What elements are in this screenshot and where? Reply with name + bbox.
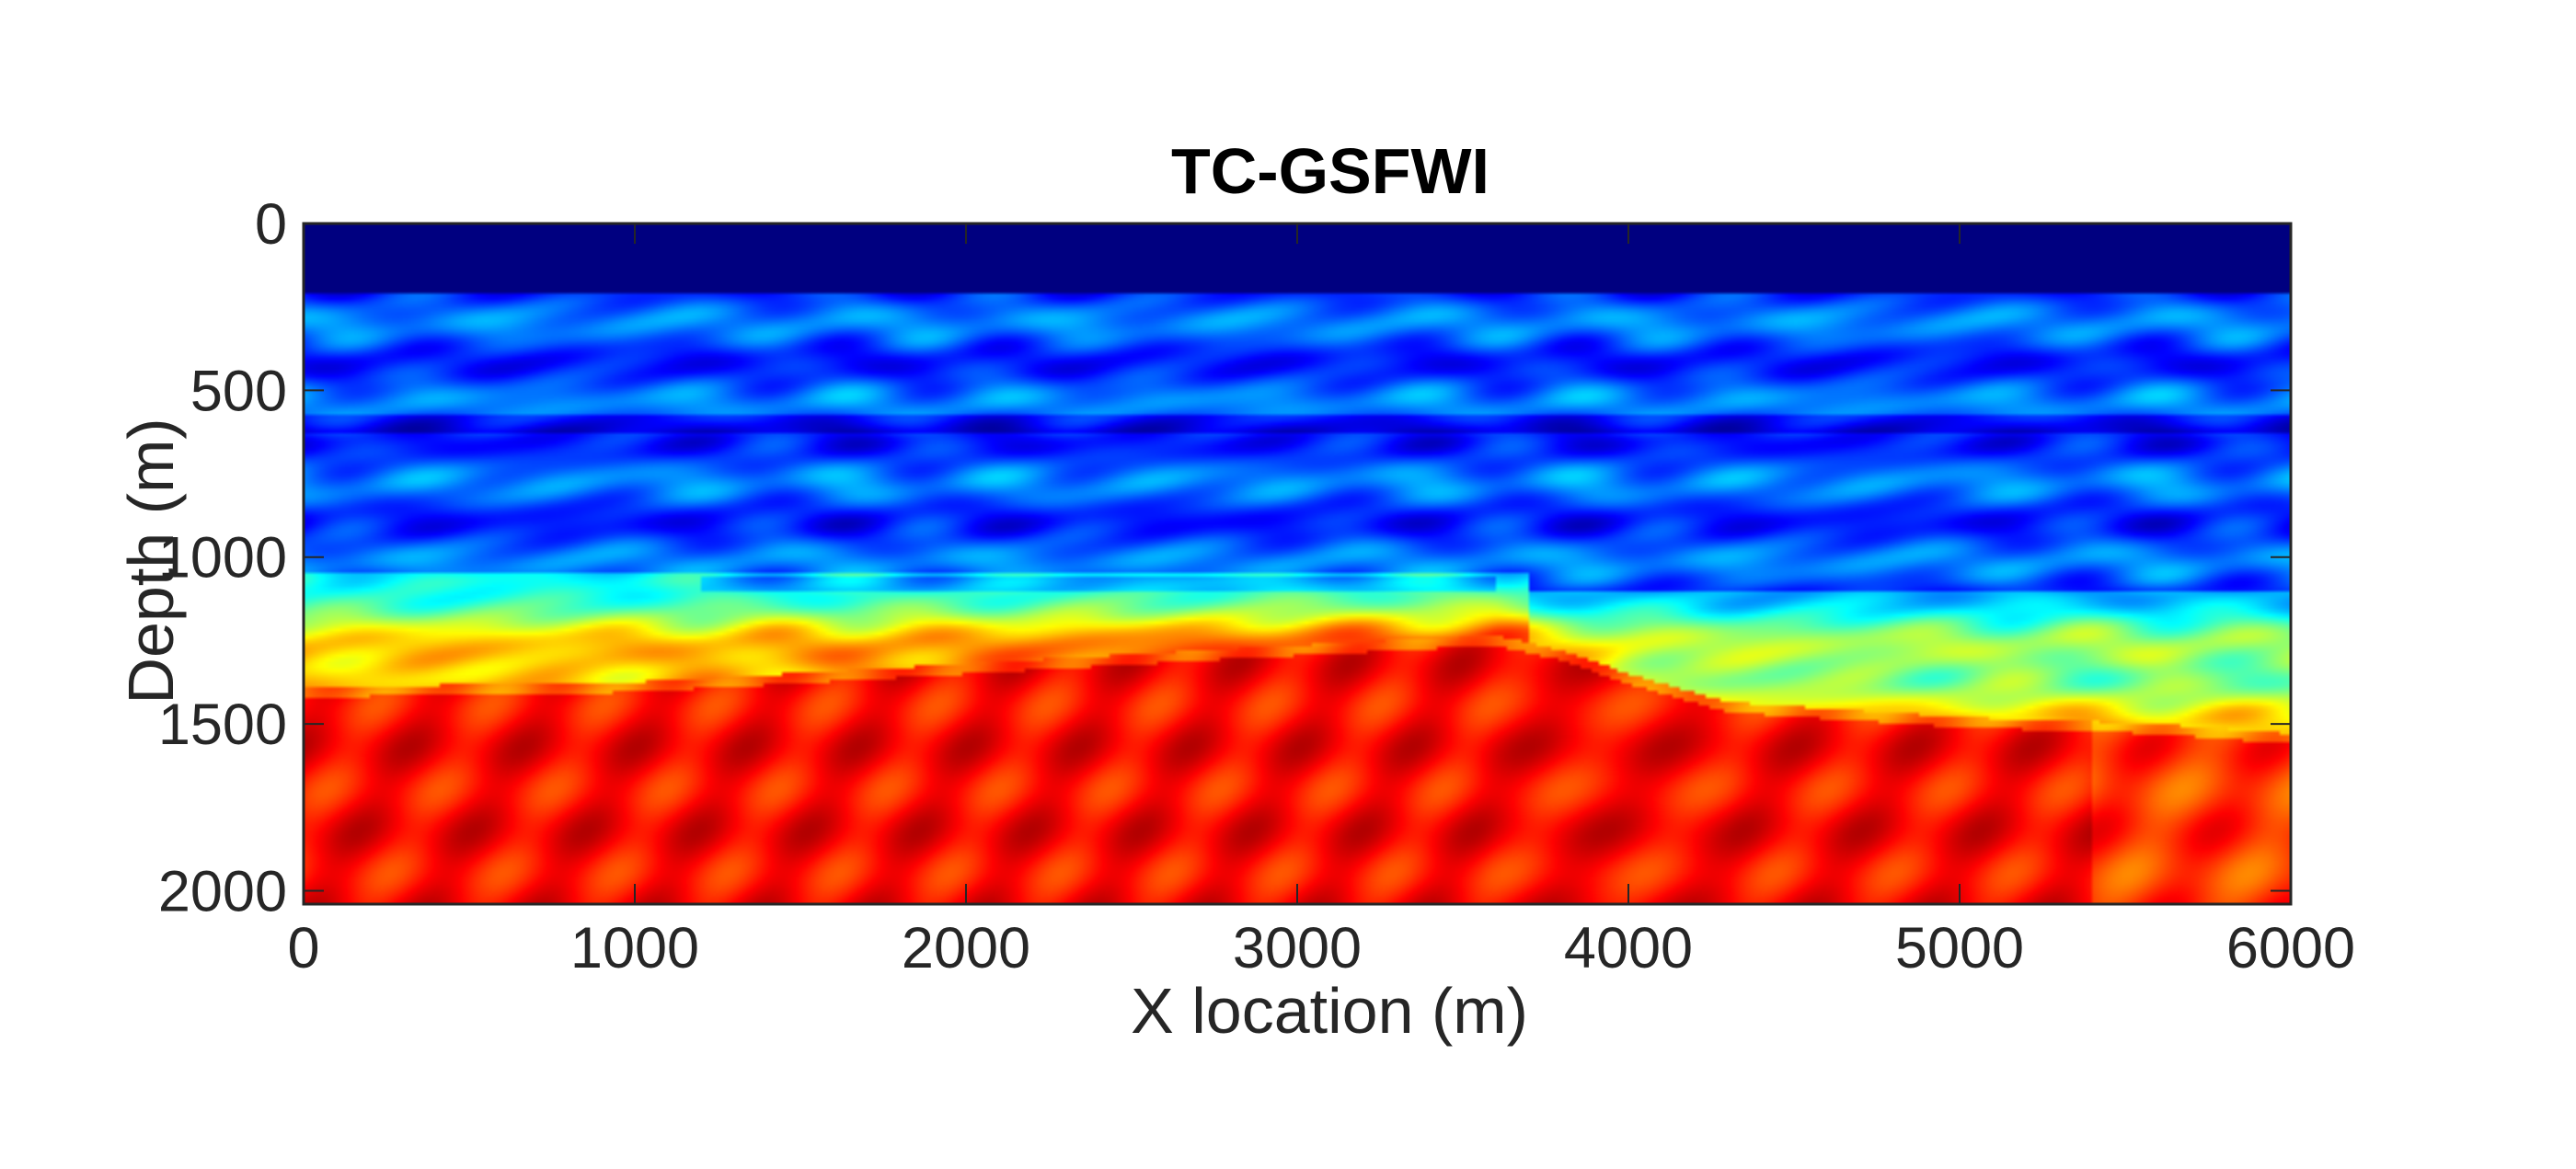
x-tick-label: 6000 [2226,916,2355,980]
x-tick-label: 2000 [902,916,1030,980]
y-tick-label: 2000 [158,859,287,923]
chart-title: TC-GSFWI [1171,135,1489,207]
velocity-heatmap [304,223,2291,904]
y-tick-label: 1500 [158,693,287,757]
y-tick-label: 0 [255,192,287,257]
x-axis-label: X location (m) [1131,975,1528,1047]
y-tick-label: 1000 [158,526,287,590]
x-tick-label: 5000 [1895,916,2024,980]
y-tick-label: 500 [190,359,287,423]
y-axis-label: Depth (m) [115,418,187,704]
x-tick-label: 1000 [570,916,699,980]
plot-frame [302,222,2293,906]
x-tick-label: 4000 [1564,916,1693,980]
x-tick-label: 3000 [1233,916,1362,980]
x-tick-label: 0 [287,916,319,980]
